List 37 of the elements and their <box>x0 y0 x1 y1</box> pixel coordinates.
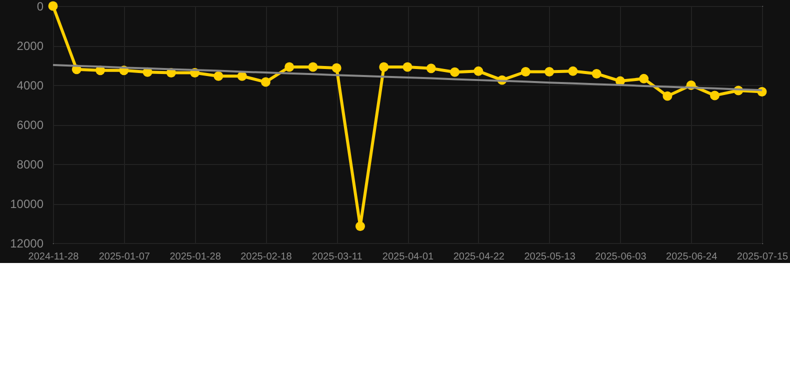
x-tick-label: 2025-03-11 <box>312 252 363 262</box>
x-tick-label: 2025-04-22 <box>453 252 505 262</box>
x-tick-label: 2025-02-18 <box>240 252 292 262</box>
point <box>544 67 554 76</box>
point <box>332 63 342 73</box>
y-tick-label: 4000 <box>16 78 44 92</box>
point <box>450 67 460 77</box>
point <box>355 221 365 231</box>
point <box>48 1 58 11</box>
x-tick-label: 2025-04-01 <box>382 252 434 262</box>
point <box>710 90 720 100</box>
y-tick-label: 2000 <box>16 39 44 53</box>
x-tick-label: 2025-01-07 <box>98 252 150 262</box>
x-tick-label: 2025-06-24 <box>666 252 718 262</box>
y-tick-label: 10000 <box>10 197 44 211</box>
point <box>520 67 530 76</box>
y-tick-label: 0 <box>36 0 44 14</box>
point <box>308 62 318 72</box>
point <box>426 64 436 74</box>
x-tick-label: 2025-06-03 <box>595 252 647 262</box>
point <box>568 66 578 76</box>
x-tick-label: 2025-01-28 <box>170 252 222 262</box>
point <box>474 66 484 76</box>
x-tick-label: 2024-11-28 <box>28 252 80 262</box>
y-tick-label: 6000 <box>16 118 44 132</box>
x-tick-label: 2025-07-15 <box>736 252 789 262</box>
point <box>284 62 294 72</box>
y-tick-label: 12000 <box>10 236 44 250</box>
point <box>592 69 602 78</box>
point <box>379 62 389 72</box>
point <box>214 71 224 81</box>
y-tick-label: 8000 <box>16 158 44 172</box>
point <box>260 77 270 87</box>
point <box>402 62 412 72</box>
point <box>662 91 672 101</box>
point <box>639 74 649 84</box>
x-tick-label: 2025-05-13 <box>524 252 576 262</box>
